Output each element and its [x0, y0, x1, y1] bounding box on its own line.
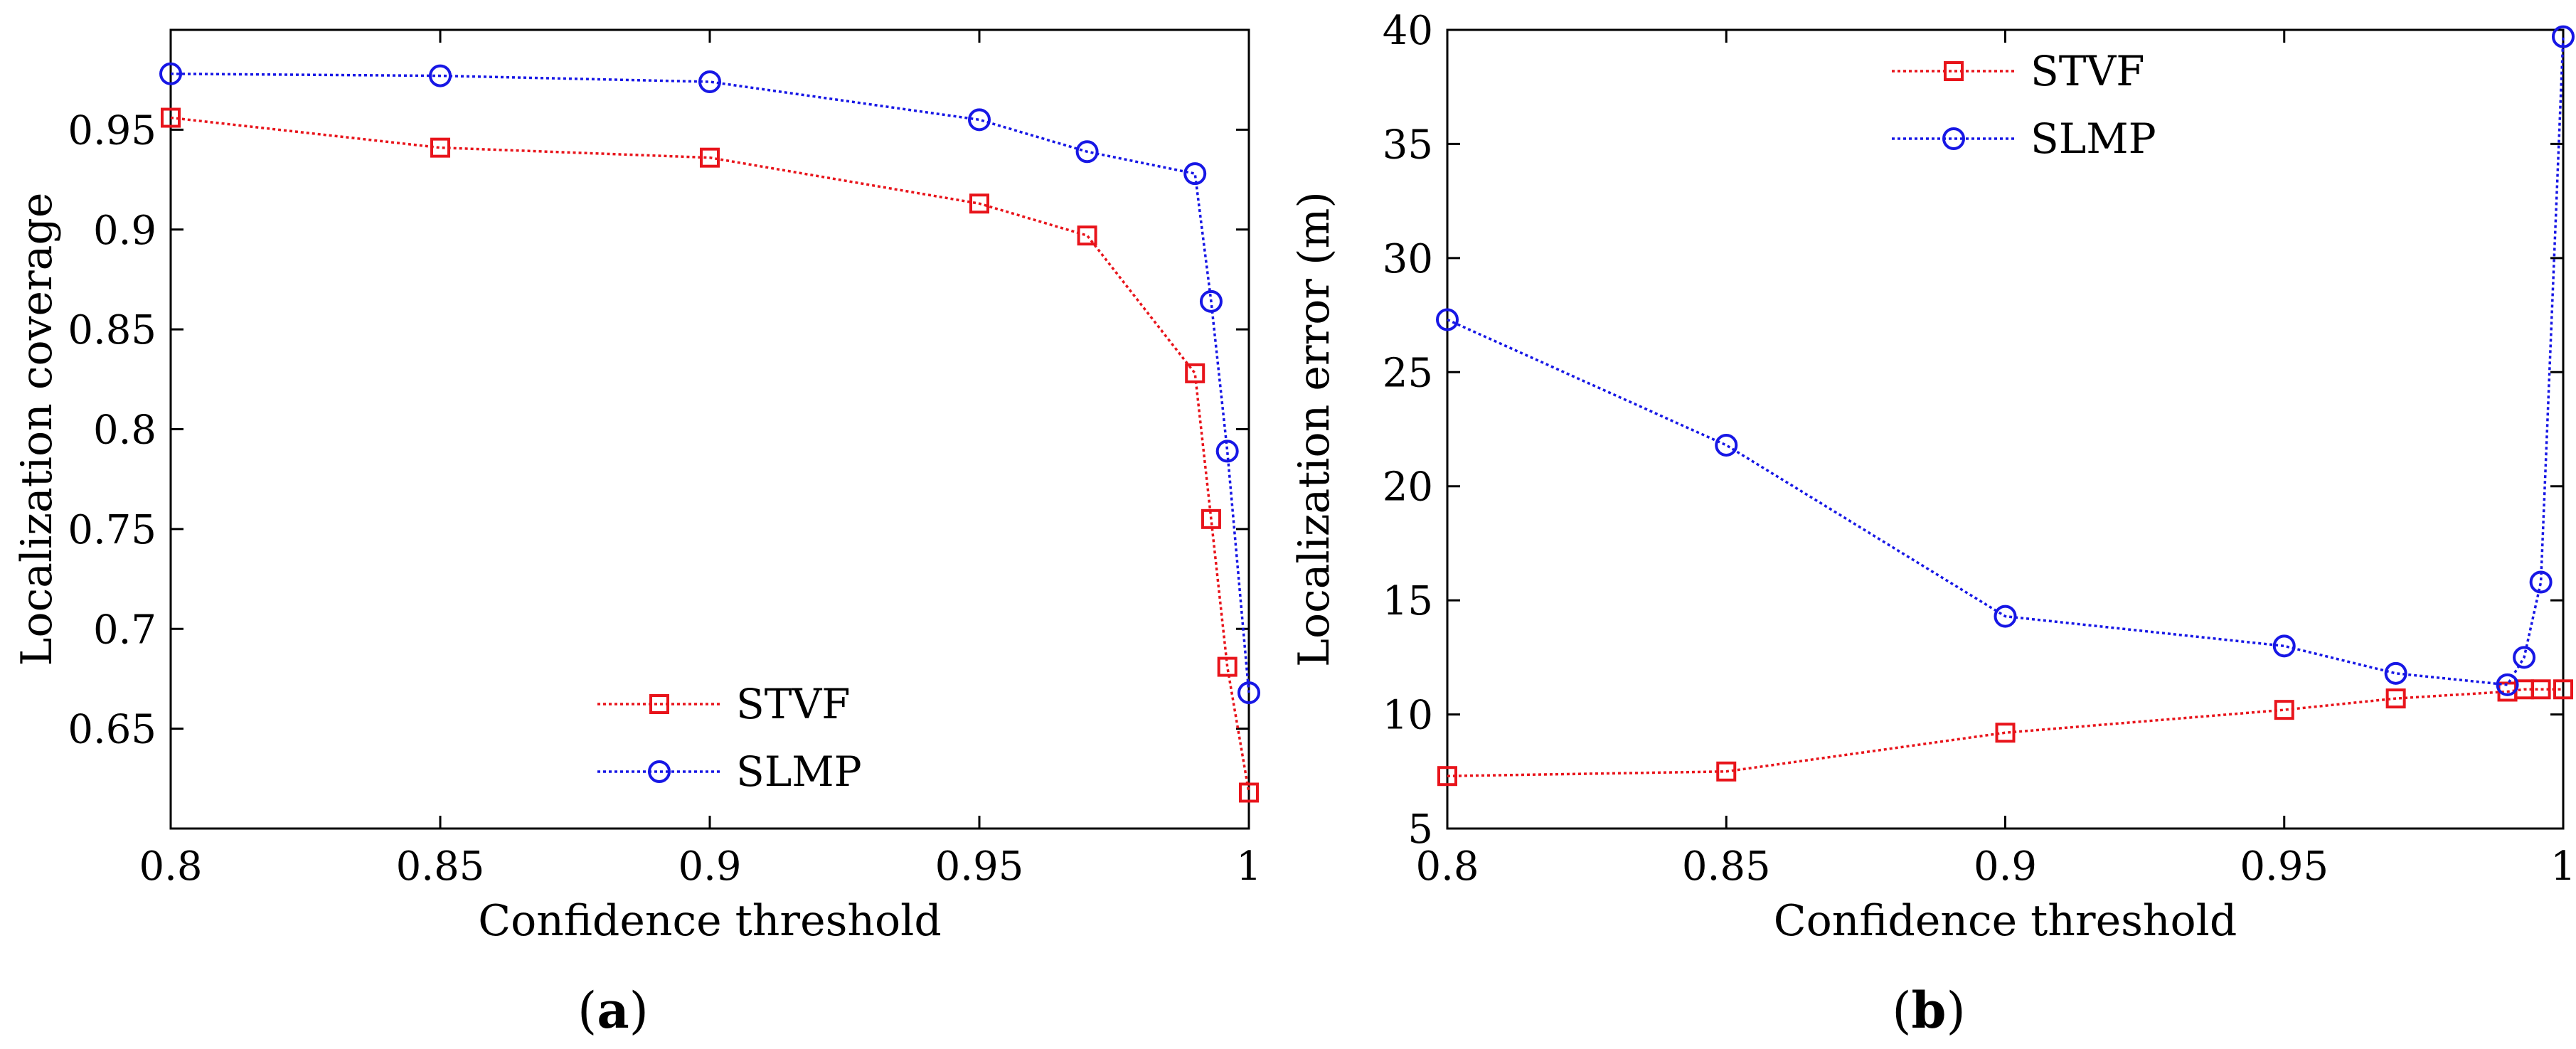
- y-tick-label: 35: [1383, 122, 1433, 168]
- caption-open-paren: (: [1892, 981, 1911, 1040]
- y-tick-label: 5: [1407, 806, 1433, 853]
- legend-marker: [648, 760, 671, 783]
- series-slmp: [1436, 25, 2575, 696]
- panel-caption: (b): [1892, 981, 1966, 1040]
- x-tick-label: 0.9: [678, 843, 741, 890]
- y-tick-label: 20: [1383, 464, 1433, 511]
- y-tick-label: 0.7: [93, 607, 156, 653]
- data-point-marker: [161, 107, 181, 128]
- series-stvf: [1437, 679, 2573, 787]
- series-line: [1447, 688, 2563, 777]
- data-point-marker: [2530, 679, 2551, 700]
- x-tick-label: 0.95: [935, 843, 1024, 890]
- panel-a: 0.8 0.85 0.9 0.95 1 0.65 0.7 0.75 0.8 0.85 0.9 0.95…: [12, 28, 1262, 1040]
- y-tick-label: 0.95: [68, 107, 156, 154]
- x-tick-label: 1: [1236, 843, 1262, 890]
- legend-marker: [1944, 61, 1964, 81]
- data-point-marker: [2272, 634, 2296, 658]
- data-point-marker: [1201, 508, 1221, 529]
- y-tick-label: 10: [1383, 693, 1433, 739]
- caption-close-paren: ): [629, 981, 649, 1040]
- panel-caption: (a): [578, 981, 649, 1040]
- y-tick-label: 0.85: [68, 307, 156, 353]
- legend-marker: [1942, 127, 1965, 150]
- data-point-marker: [1239, 782, 1259, 803]
- x-tick-label: 0.95: [2240, 843, 2328, 890]
- data-point-marker: [1716, 761, 1737, 782]
- caption-letter: a: [597, 981, 629, 1040]
- series-slmp: [159, 62, 1260, 705]
- x-tick-label: 0.85: [1682, 843, 1771, 890]
- data-point-marker: [2553, 679, 2573, 700]
- data-point-marker: [1995, 723, 2016, 743]
- caption-open-paren: (: [578, 981, 597, 1040]
- data-point-marker: [1217, 656, 1238, 677]
- data-point-marker: [1077, 225, 1097, 246]
- series-line: [1447, 36, 2565, 686]
- legend-marker: [649, 694, 669, 714]
- data-point-marker: [2513, 646, 2536, 669]
- series-line: [170, 73, 1250, 693]
- data-point-marker: [1994, 605, 2017, 628]
- series-line: [170, 116, 1250, 793]
- data-point-marker: [1436, 308, 1459, 331]
- data-point-marker: [1185, 363, 1205, 383]
- data-point-marker: [2529, 570, 2553, 594]
- x-axis-label: Confidence threshold: [478, 896, 942, 946]
- y-tick-label: 0.8: [93, 408, 156, 454]
- y-axis-label: Localization coverage: [12, 193, 62, 666]
- data-point-marker: [1075, 140, 1099, 164]
- data-point-marker: [1715, 433, 1738, 457]
- legend-label: STVF: [736, 680, 851, 728]
- x-tick-label: 0.8: [139, 843, 202, 890]
- y-axis-label: Localization error (m): [1289, 191, 1339, 667]
- data-point-marker: [2385, 688, 2406, 709]
- caption-close-paren: ): [1946, 981, 1965, 1040]
- y-tick-label: 25: [1383, 350, 1433, 396]
- legend: STVF SLMP: [597, 680, 862, 796]
- data-point-marker: [430, 137, 450, 158]
- legend-label: SLMP: [736, 747, 862, 796]
- x-tick-label: 0.85: [396, 843, 485, 890]
- data-point-marker: [969, 193, 989, 214]
- data-point-marker: [2274, 700, 2294, 720]
- data-point-marker: [2552, 25, 2575, 48]
- x-tick-label: 1: [2550, 843, 2576, 890]
- data-point-marker: [1437, 766, 1457, 787]
- data-point-marker: [159, 62, 182, 85]
- data-point-marker: [698, 70, 721, 93]
- panel-b: 0.8 0.85 0.9 0.95 1510152025303540Confidence…: [1289, 8, 2576, 1040]
- y-tick-label: 15: [1383, 578, 1433, 624]
- data-point-marker: [1183, 162, 1207, 186]
- caption-letter: b: [1912, 981, 1947, 1040]
- y-tick-label: 30: [1383, 236, 1433, 282]
- data-point-marker: [968, 108, 991, 132]
- legend-label: SLMP: [2031, 115, 2156, 163]
- data-point-marker: [1238, 681, 1260, 705]
- y-tick-label: 0.9: [93, 208, 156, 254]
- data-point-marker: [2384, 661, 2407, 685]
- y-tick-label: 0.65: [68, 707, 156, 753]
- data-point-marker: [2496, 673, 2519, 696]
- x-tick-label: 0.8: [1415, 843, 1479, 890]
- data-point-marker: [1199, 289, 1223, 313]
- data-point-marker: [429, 64, 452, 87]
- data-point-marker: [1215, 440, 1239, 463]
- x-tick-label: 0.9: [1974, 843, 2037, 890]
- series-stvf: [161, 107, 1259, 803]
- data-point-marker: [700, 147, 720, 168]
- legend-label: STVF: [2031, 47, 2145, 95]
- y-tick-label: 40: [1383, 8, 1433, 54]
- y-tick-label: 0.75: [68, 507, 156, 553]
- legend: STVF SLMP: [1892, 47, 2156, 163]
- x-axis-label: Confidence threshold: [1774, 896, 2237, 946]
- plot-area-frame: [1446, 28, 2565, 830]
